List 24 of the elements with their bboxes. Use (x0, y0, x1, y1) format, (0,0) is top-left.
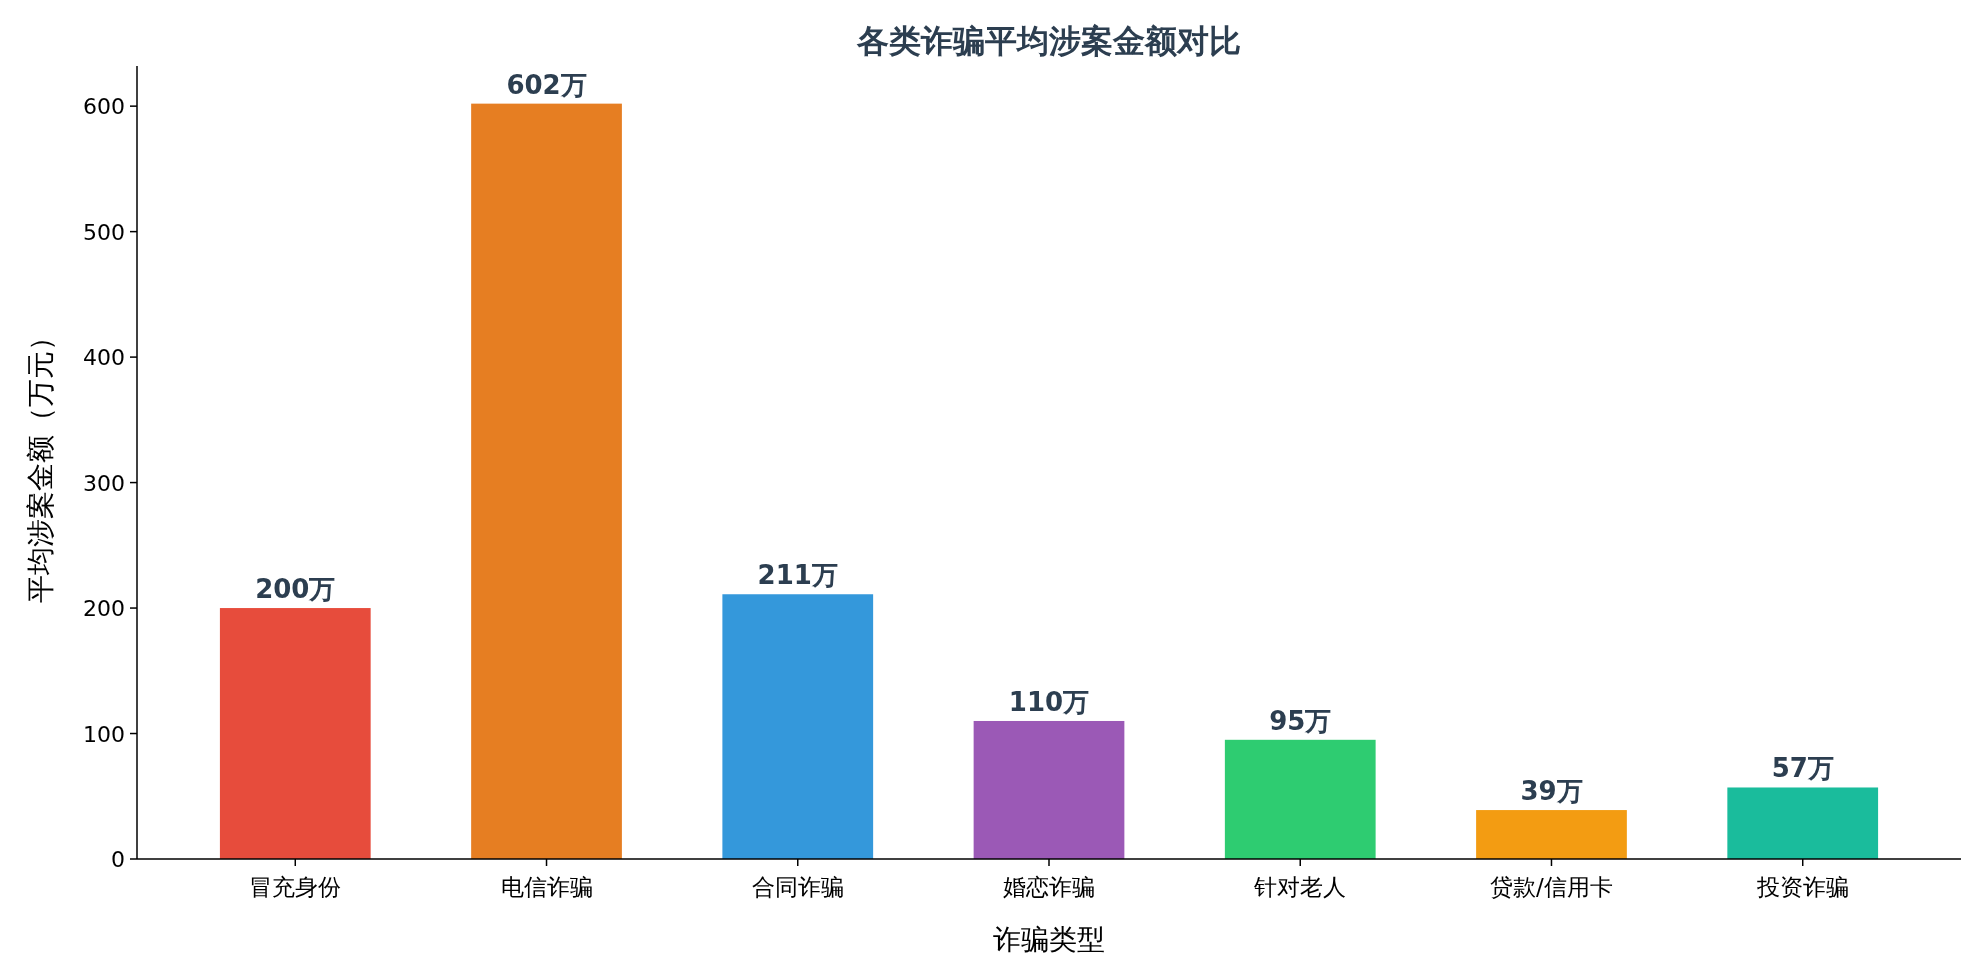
data-label: 211万 (757, 560, 838, 591)
data-label: 110万 (1008, 686, 1090, 717)
x-tick-label: 贷款/信用卡 (1490, 874, 1613, 900)
y-tick-label: 200 (83, 596, 125, 622)
data-label: 602万 (506, 69, 587, 100)
y-tick-label: 300 (83, 470, 125, 496)
data-label: 39万 (1520, 776, 1583, 807)
y-tick-label: 0 (111, 847, 125, 872)
y-tick-label: 600 (83, 94, 125, 120)
y-tick-label: 500 (83, 219, 125, 245)
y-tick-label: 400 (83, 345, 125, 371)
x-tick-label: 合同诈骗 (751, 874, 844, 900)
x-tick-label: 婚恋诈骗 (1003, 874, 1095, 900)
x-tick-label: 针对老人 (1253, 874, 1347, 900)
data-label: 57万 (1771, 753, 1834, 784)
x-axis-title: 诈骗类型 (993, 923, 1105, 956)
y-axis-title: 平均涉案金额（万元） (24, 322, 57, 603)
x-tick-label: 冒充身份 (249, 874, 342, 900)
chart-title: 各类诈骗平均涉案金额对比 (856, 22, 1241, 60)
x-tick-label: 电信诈骗 (500, 874, 593, 900)
data-label: 95万 (1269, 705, 1332, 736)
data-label: 200万 (255, 574, 336, 605)
x-tick-label: 投资诈骗 (1755, 874, 1849, 900)
y-tick-label: 100 (83, 721, 125, 747)
